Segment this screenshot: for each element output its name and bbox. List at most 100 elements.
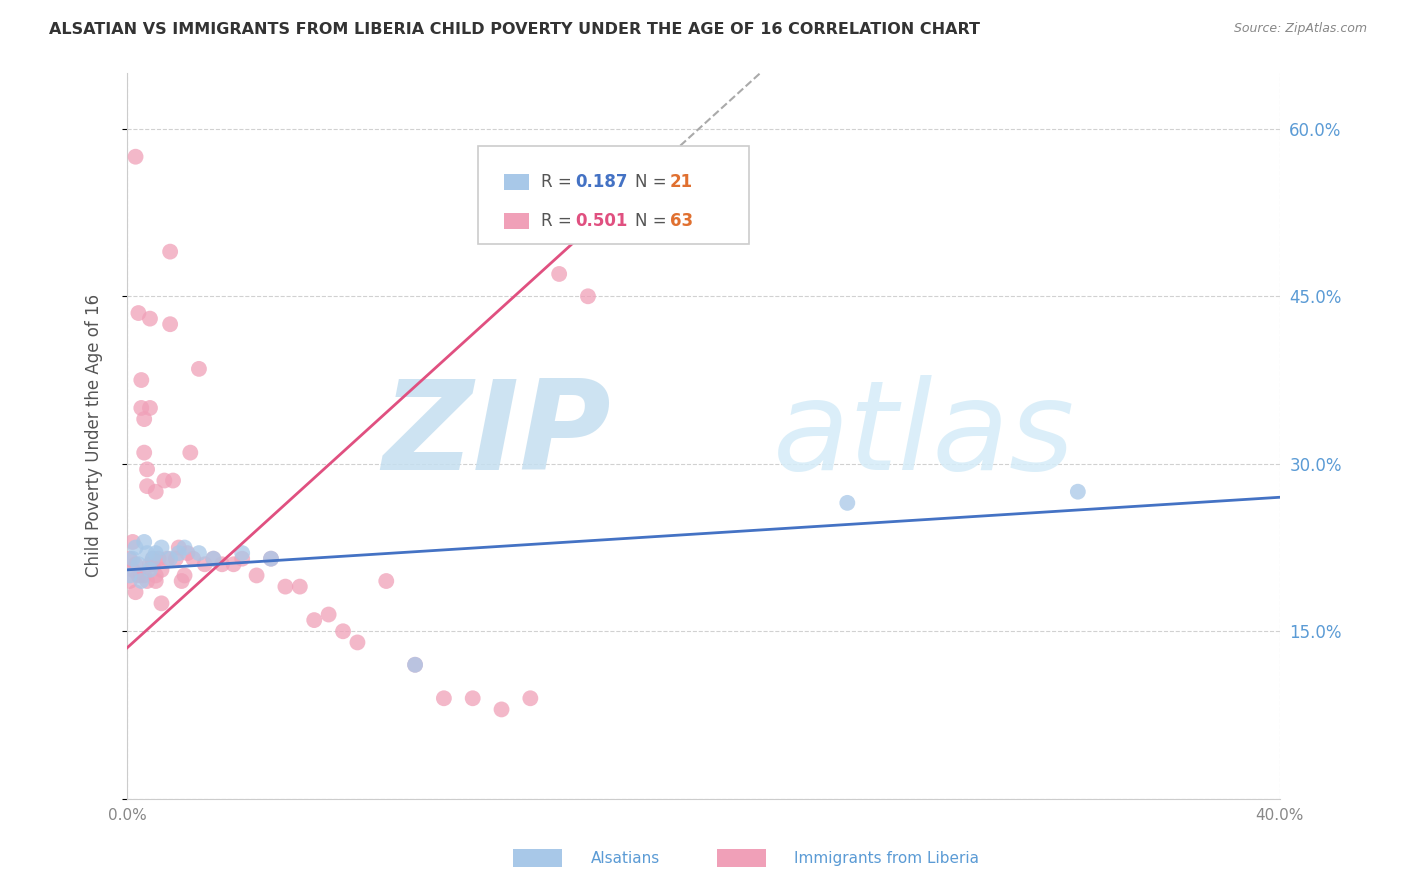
Point [375, 574, 398, 588]
Point [150, 596, 173, 610]
Point [124, 541, 146, 555]
Point [121, 563, 143, 577]
Point [260, 551, 283, 566]
Point [167, 546, 190, 560]
Point [188, 546, 211, 560]
Point [159, 551, 181, 566]
Point [159, 317, 181, 331]
Point [433, 691, 456, 706]
Point [127, 558, 149, 572]
Point [170, 574, 193, 588]
Text: 63: 63 [669, 212, 693, 230]
Text: 21: 21 [669, 173, 693, 191]
Point [231, 551, 253, 566]
Point [231, 546, 253, 560]
Point [136, 462, 159, 476]
FancyBboxPatch shape [503, 213, 529, 229]
Point [145, 568, 167, 582]
Point [139, 311, 162, 326]
Point [118, 568, 141, 582]
Point [274, 580, 297, 594]
Point [134, 535, 156, 549]
Point [173, 568, 195, 582]
Point [145, 574, 167, 588]
FancyBboxPatch shape [478, 145, 749, 244]
Point [153, 474, 176, 488]
Point [222, 558, 245, 572]
Point [142, 551, 165, 566]
Point [139, 401, 162, 415]
Point [162, 474, 184, 488]
Point [173, 541, 195, 555]
Point [124, 558, 146, 572]
Point [145, 546, 167, 560]
Point [332, 624, 354, 639]
Point [150, 563, 173, 577]
Point [404, 657, 426, 672]
Point [131, 568, 153, 582]
Text: Alsatians: Alsatians [591, 851, 659, 865]
Point [576, 289, 599, 303]
Text: R =: R = [541, 212, 576, 230]
Text: 0.187: 0.187 [575, 173, 628, 191]
Point [159, 244, 181, 259]
Point [124, 150, 146, 164]
Y-axis label: Child Poverty Under the Age of 16: Child Poverty Under the Age of 16 [86, 294, 103, 577]
Text: N =: N = [636, 173, 672, 191]
Point [548, 267, 571, 281]
Point [179, 445, 201, 459]
Text: atlas: atlas [772, 376, 1074, 496]
Point [131, 401, 153, 415]
Point [136, 479, 159, 493]
Point [519, 691, 541, 706]
Point [165, 551, 187, 566]
Point [121, 535, 143, 549]
Point [134, 568, 156, 582]
Point [139, 558, 162, 572]
Point [211, 558, 233, 572]
Point [142, 558, 165, 572]
Text: R =: R = [541, 173, 576, 191]
Point [167, 541, 190, 555]
Point [142, 551, 165, 566]
Text: ALSATIAN VS IMMIGRANTS FROM LIBERIA CHILD POVERTY UNDER THE AGE OF 16 CORRELATIO: ALSATIAN VS IMMIGRANTS FROM LIBERIA CHIL… [49, 22, 980, 37]
Point [346, 635, 368, 649]
Point [156, 551, 179, 566]
Point [188, 362, 211, 376]
Point [302, 613, 325, 627]
Point [202, 551, 225, 566]
Text: 0.501: 0.501 [575, 212, 627, 230]
Point [118, 551, 141, 566]
Point [181, 551, 204, 566]
Point [837, 496, 859, 510]
Point [491, 702, 513, 716]
Text: Source: ZipAtlas.com: Source: ZipAtlas.com [1233, 22, 1367, 36]
Text: ZIP: ZIP [382, 376, 612, 496]
Point [139, 563, 162, 577]
Point [131, 574, 153, 588]
Point [145, 484, 167, 499]
Point [134, 412, 156, 426]
Point [131, 373, 153, 387]
Point [318, 607, 340, 622]
Point [260, 551, 283, 566]
Text: N =: N = [636, 212, 672, 230]
Point [194, 558, 217, 572]
Point [245, 568, 267, 582]
Point [127, 568, 149, 582]
Point [134, 445, 156, 459]
Point [148, 551, 170, 566]
Point [288, 580, 311, 594]
Point [136, 546, 159, 560]
Point [124, 585, 146, 599]
Text: Immigrants from Liberia: Immigrants from Liberia [794, 851, 980, 865]
Point [150, 541, 173, 555]
Point [121, 551, 143, 566]
FancyBboxPatch shape [503, 174, 529, 190]
Point [1067, 484, 1090, 499]
Point [136, 574, 159, 588]
Point [404, 657, 426, 672]
Point [118, 574, 141, 588]
Point [127, 306, 149, 320]
Point [176, 546, 198, 560]
